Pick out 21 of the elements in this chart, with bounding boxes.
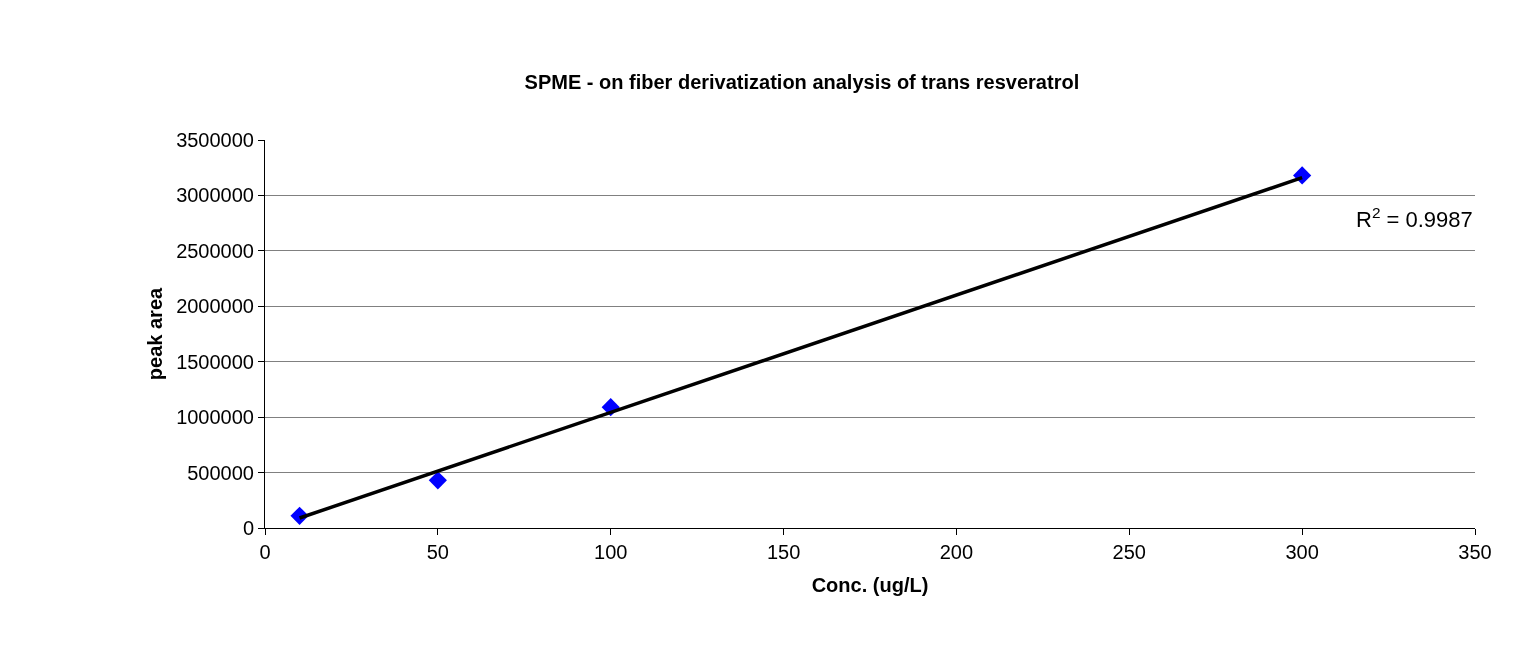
chart-title: SPME - on fiber derivatization analysis of trans resveratrol [524, 70, 1080, 93]
y-tick-label: 2000000 [176, 295, 254, 318]
x-tick-label: 300 [1285, 541, 1319, 563]
y-tick-label: 1000000 [176, 406, 254, 429]
x-tick-label: 0 [259, 541, 271, 563]
x-tick-label: 200 [939, 541, 974, 563]
y-tick-label: 3000000 [176, 184, 254, 207]
y-axis-title: peak area [143, 286, 166, 381]
y-tick-label: 1500000 [176, 350, 254, 373]
x-tick-label: 100 [594, 541, 628, 563]
y-tick-label: 3500000 [176, 129, 254, 151]
annotation: R$^{2}$ = 0.9987 [1356, 204, 1473, 233]
y-tick-label: 500000 [187, 461, 254, 484]
y-tick-label: 0 [242, 517, 254, 539]
x-axis-title: Conc. (ug/L) [811, 573, 929, 596]
x-tick-label: 250 [1112, 541, 1146, 563]
x-tick-label: 350 [1458, 541, 1492, 563]
x-tick-label: 150 [766, 541, 801, 563]
x-tick-label: 50 [426, 541, 449, 563]
point [428, 471, 447, 490]
y-tick-label: 2500000 [176, 239, 254, 262]
